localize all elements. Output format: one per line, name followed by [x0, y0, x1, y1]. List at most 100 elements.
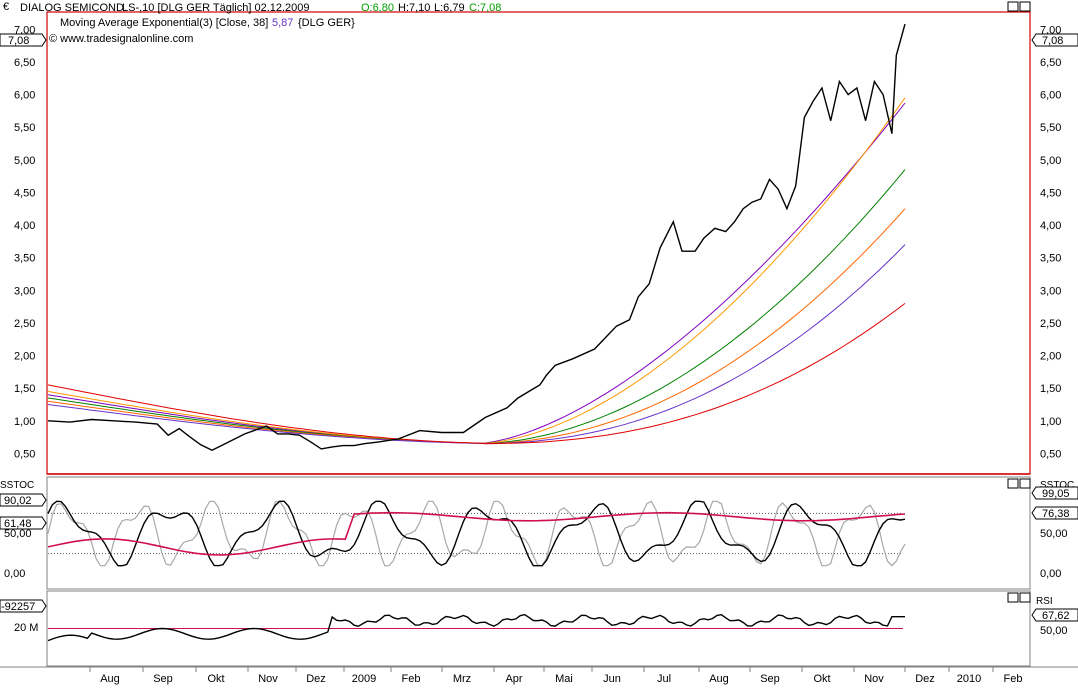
price-tick-right: 2,50 [1040, 318, 1061, 330]
close-button[interactable] [1019, 1, 1031, 12]
x-axis-labels: Aug Sep Okt Nov Dez 2009 Feb Mrz Apr Mai Jun Jul Aug… [89, 667, 1023, 685]
price-tick-right: 3,00 [1040, 285, 1061, 297]
price-tick-left: 0,50 [14, 448, 35, 460]
price-tick-right: 6,00 [1040, 90, 1061, 102]
rsi-name: RSI [1036, 596, 1053, 607]
price-panel-frame [46, 11, 1031, 475]
x-label-okt: Okt [207, 673, 224, 685]
stoch-tag-left-top [0, 493, 47, 507]
price-tick-right: 3,50 [1040, 253, 1061, 265]
x-label-apr: Apr [505, 673, 522, 685]
price-tick-left: 2,50 [14, 318, 35, 330]
stoch-panel-frame [46, 476, 1031, 590]
price-tick-left: 1,50 [14, 383, 35, 395]
stoch-right-tick-0: 0,00 [1040, 568, 1061, 580]
stoch-name-right: SSTOC [1040, 480, 1074, 491]
x-label-okt: Okt [813, 673, 830, 685]
ohlc-close: C:7,08 [469, 2, 501, 14]
x-label-jun: Jun [603, 673, 621, 685]
instrument-name: DIALOG SEMICOND. [20, 2, 127, 14]
price-tick-right: 2,00 [1040, 351, 1061, 363]
stoch-tag-left-bottom [0, 516, 47, 530]
stoch-left-tick-0: 0,00 [4, 568, 25, 580]
price-tick-left: 4,00 [14, 220, 35, 232]
price-tick-left: 5,50 [14, 122, 35, 134]
price-tick-left: 3,50 [14, 253, 35, 265]
x-label-feb: Feb [1004, 673, 1023, 685]
stoch-tag-right-top [1031, 486, 1078, 500]
stoch-left-tick-50: 50,00 [4, 528, 32, 540]
x-label-sep: Sep [760, 673, 780, 685]
price-tick-right: 1,50 [1040, 383, 1061, 395]
ma-label: Moving Average Exponential(3) [Close, 38… [60, 17, 268, 29]
stoch-tag-left-top-text: 90,02 [4, 495, 32, 507]
stoch-d-line [47, 511, 906, 556]
ma-source: {DLG GER} [298, 17, 355, 29]
instrument-meta: LS-,10 [DLG GER Täglich] 02.12.2009 [122, 2, 310, 14]
price-tick-right: 0,50 [1040, 448, 1061, 460]
rsi-tag-right-text: 67,62 [1042, 610, 1070, 622]
price-tag-right [1031, 33, 1078, 47]
price-tick-left: 7,00 [14, 24, 35, 36]
x-label-aug: Aug [709, 673, 729, 685]
rsi-tag-left-text: -92257 [1, 601, 35, 613]
price-tick-left: 5,00 [14, 155, 35, 167]
stoch-name-left: SSTOC [0, 480, 34, 491]
rsi-close-button[interactable] [1019, 592, 1031, 603]
stoch-tag-right-bottom [1031, 506, 1078, 520]
ohlc-open: O:6,80 [361, 2, 394, 14]
rsi-tag-left [0, 599, 47, 613]
rsi-line [47, 613, 905, 642]
price-tick-right: 5,00 [1040, 155, 1061, 167]
price-tick-right: 5,50 [1040, 122, 1061, 134]
price-tick-left: 3,00 [14, 285, 35, 297]
rsi-left-tick: 20 M [14, 622, 38, 634]
rsi-series [47, 613, 905, 642]
price-tick-left: 6,50 [14, 57, 35, 69]
x-label-dez: Dez [306, 673, 326, 685]
price-line [47, 23, 906, 451]
ohlc-high: H:7,10 [398, 2, 430, 14]
price-tag-right-text: 7,08 [1042, 35, 1063, 47]
menu-glyph[interactable]: € [3, 1, 9, 13]
ma-line-6 [47, 303, 906, 445]
x-label-aug: Aug [100, 673, 120, 685]
stoch-right-tick-50: 50,00 [1040, 528, 1068, 540]
price-tick-left: 4,50 [14, 187, 35, 199]
stochastic-series [47, 500, 906, 567]
price-series [47, 23, 906, 451]
x-label-nov: Nov [864, 673, 884, 685]
x-label-feb: Feb [402, 673, 421, 685]
rsi-tag-right [1031, 608, 1078, 622]
stoch-tag-right-top-text: 99,05 [1042, 488, 1070, 500]
price-tick-left: 1,00 [14, 416, 35, 428]
price-tick-left: 6,00 [14, 90, 35, 102]
price-tag-left [0, 33, 47, 47]
price-axis: 7,00 7,00 6,50 6,50 6,00 6,00 5,50 5,50 5,00 5,00… [14, 24, 1061, 460]
price-tick-right: 4,00 [1040, 220, 1061, 232]
x-label-2009: 2009 [352, 673, 376, 685]
restore-button[interactable] [1007, 1, 1019, 12]
x-label-mai: Mai [555, 673, 573, 685]
x-label-jul: Jul [657, 673, 671, 685]
x-label-mrz: Mrz [453, 673, 471, 685]
stoch-close-button[interactable] [1019, 478, 1031, 489]
rsi-right-tick: 50,00 [1040, 625, 1068, 637]
price-tick-right: 7,00 [1040, 24, 1061, 36]
x-label-2010: 2010 [957, 673, 981, 685]
price-tick-right: 6,50 [1040, 57, 1061, 69]
ohlc-low: L:6,79 [434, 2, 465, 14]
stoch-tag-left-bottom-text: 61,48 [4, 518, 32, 530]
rsi-restore-button[interactable] [1007, 592, 1019, 603]
price-tick-right: 4,50 [1040, 187, 1061, 199]
x-label-sep: Sep [153, 673, 173, 685]
ma-value: 5,87 [272, 17, 293, 29]
moving-averages [47, 97, 906, 445]
stoch-k-line [47, 500, 906, 567]
stoch-restore-button[interactable] [1007, 478, 1019, 489]
copyright: © www.tradesignalonline.com [49, 33, 193, 45]
x-label-nov: Nov [258, 673, 278, 685]
price-tag-left-text: 7,08 [8, 35, 29, 47]
price-tick-left: 2,00 [14, 351, 35, 363]
